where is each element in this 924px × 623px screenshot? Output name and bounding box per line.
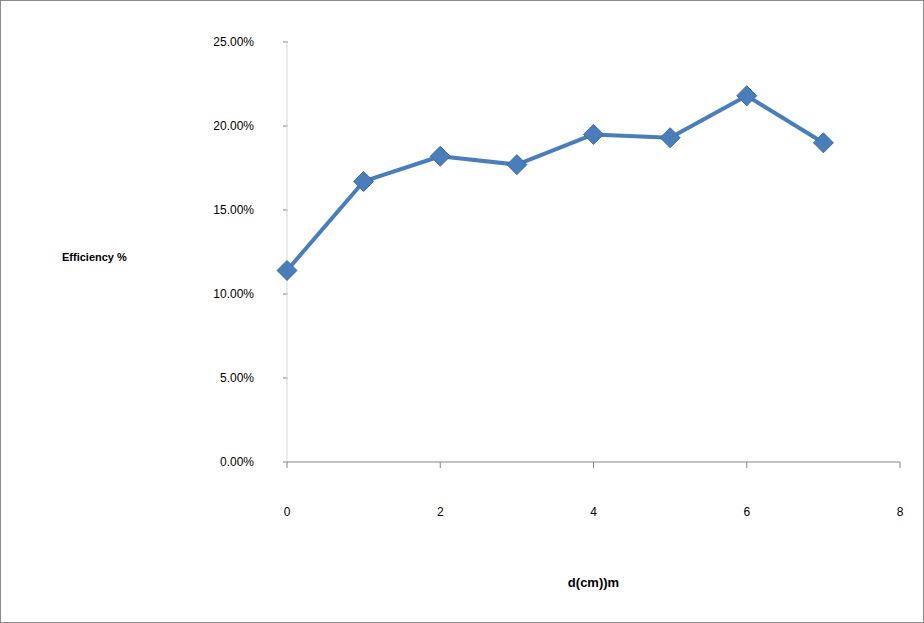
marker	[813, 133, 833, 153]
marker	[737, 86, 757, 106]
x-tick	[746, 462, 747, 468]
y-tick-label: 20.00%	[213, 119, 254, 133]
x-tick-label: 0	[284, 505, 291, 519]
marker	[354, 171, 374, 191]
x-tick	[900, 462, 901, 468]
marker	[660, 128, 680, 148]
x-axis-title: d(cm))m	[568, 575, 619, 590]
y-axis-title: Efficiency %	[62, 251, 127, 263]
chart: 0.00% 5.00% 10.00% 15.00% 20.00% 25.00% 0 2 4 6 8 d…	[0, 0, 924, 623]
x-tick-label: 4	[590, 505, 597, 519]
chart-frame	[1, 1, 924, 623]
series-line	[287, 96, 823, 271]
x-tick	[440, 462, 441, 468]
x-tick	[287, 462, 288, 468]
marker	[277, 260, 297, 280]
x-tick-label: 8	[897, 505, 904, 519]
plot-area	[277, 86, 833, 281]
x-tick-label: 2	[437, 505, 444, 519]
y-axis	[287, 42, 288, 462]
y-tick-label: 15.00%	[213, 203, 254, 217]
x-tick-label: 6	[743, 505, 750, 519]
marker	[584, 124, 604, 144]
marker	[507, 155, 527, 175]
marker	[430, 146, 450, 166]
y-tick-label: 10.00%	[213, 287, 254, 301]
y-tick-label: 5.00%	[220, 371, 254, 385]
y-tick-label: 0.00%	[220, 455, 254, 469]
x-tick	[593, 462, 594, 468]
y-tick-label: 25.00%	[213, 35, 254, 49]
